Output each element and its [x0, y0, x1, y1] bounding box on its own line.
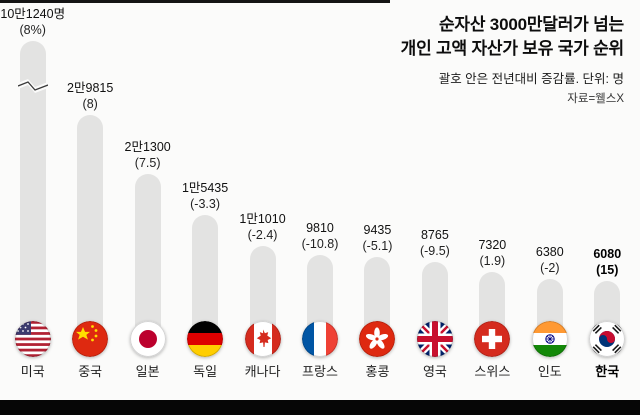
china-flag-icon	[72, 321, 109, 357]
germany-flag-icon	[187, 321, 224, 357]
chart-column: 6080 (15) 한국	[579, 246, 636, 381]
chart-column: 9435 (-5.1) 홍콩	[349, 222, 406, 381]
value-label: 2만1300	[124, 139, 171, 154]
value-label: 2만9815	[67, 80, 114, 95]
value-label: 1만5435	[181, 180, 229, 195]
yoy-change-label: (-10.8)	[301, 236, 339, 251]
value-label: 9435	[363, 222, 392, 237]
country-label: 영국	[422, 364, 447, 379]
yoy-change-label: (-2)	[540, 260, 560, 275]
bottom-black-band	[0, 400, 640, 415]
yoy-change-label: (-2.4)	[247, 227, 278, 242]
chart-header: 순자산 3000만달러가 넘는 개인 고액 자산가 보유 국가 순위 괄호 안은…	[400, 13, 625, 106]
bar	[77, 115, 104, 341]
chart-title-line1: 순자산 3000만달러가 넘는	[438, 15, 624, 34]
bar	[134, 174, 161, 341]
chart-title-line2: 개인 고액 자산가 보유 국가 순위	[400, 39, 625, 59]
chart: 10만1240명 (8%) 미국 2만9815 (8) 중국 2만1300 (7.5) 일본 1만…	[0, 6, 640, 401]
value-label: 8765	[420, 227, 449, 242]
top-border-line	[0, 0, 390, 3]
chart-column: 10만1240명 (8%) 미국	[0, 6, 65, 381]
country-label: 캐나다	[244, 364, 281, 379]
axis-break-icon	[17, 79, 48, 98]
canada-flag-icon	[244, 321, 281, 357]
chart-column: 2만9815 (8) 중국	[61, 80, 118, 381]
yoy-change-label: (-3.3)	[190, 196, 221, 211]
uk-flag-icon	[416, 321, 453, 357]
value-label: 1만1010	[239, 211, 286, 226]
chart-column: 6380 (-2) 인도	[521, 244, 578, 381]
chart-source: 자료=웰스X	[567, 93, 624, 106]
yoy-change-label: (-5.1)	[362, 238, 393, 253]
country-label: 일본	[135, 364, 160, 379]
yoy-change-label: (8%)	[19, 22, 46, 37]
france-flag-icon	[301, 321, 338, 357]
bar	[17, 41, 48, 341]
country-label: 인도	[537, 364, 562, 379]
value-label: 7320	[478, 237, 507, 252]
southkorea-flag-icon	[589, 321, 626, 357]
chart-column: 1만1010 (-2.4) 캐나다	[234, 211, 291, 381]
switzerland-flag-icon	[474, 321, 511, 357]
country-label: 프랑스	[302, 364, 338, 379]
country-label: 한국	[595, 364, 620, 379]
value-label: 10만1240명	[0, 6, 66, 21]
yoy-change-label: (7.5)	[134, 155, 161, 170]
india-flag-icon	[531, 321, 568, 357]
yoy-change-label: (-9.5)	[419, 243, 450, 258]
country-label: 홍콩	[365, 364, 390, 379]
value-label: 6080	[593, 246, 622, 261]
value-label: 9810	[306, 220, 334, 235]
bar	[192, 215, 219, 341]
yoy-change-label: (1.9)	[479, 253, 506, 268]
chart-column: 8765 (-9.5) 영국	[406, 227, 463, 381]
chart-column: 1만5435 (-3.3) 독일	[176, 180, 233, 381]
country-label: 중국	[78, 364, 103, 379]
yoy-change-label: (8)	[82, 96, 98, 111]
japan-flag-icon	[129, 321, 166, 357]
country-label: 미국	[20, 364, 45, 379]
chart-column: 9810 (-10.8) 프랑스	[291, 220, 348, 381]
chart-subtitle: 괄호 안은 전년대비 증감률. 단위: 명	[438, 72, 624, 87]
chart-column: 2만1300 (7.5) 일본	[119, 139, 176, 381]
usa-flag-icon	[14, 321, 51, 357]
country-label: 스위스	[474, 364, 511, 379]
value-label: 6380	[535, 244, 564, 259]
hongkong-flag-icon	[359, 321, 396, 357]
yoy-change-label: (15)	[596, 262, 619, 277]
country-label: 독일	[193, 364, 218, 379]
chart-column: 7320 (1.9) 스위스	[464, 237, 521, 381]
